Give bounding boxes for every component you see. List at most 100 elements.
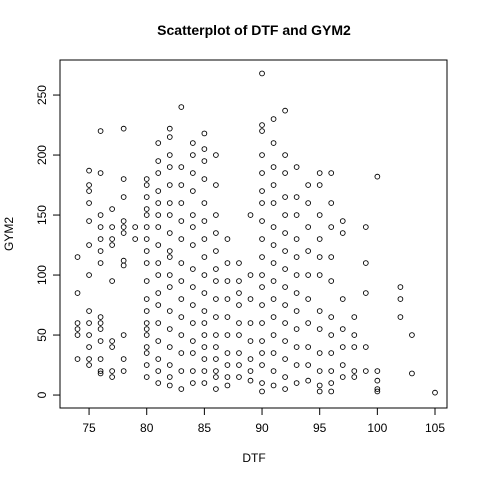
point: [166, 230, 173, 236]
point: [247, 212, 254, 218]
point: [236, 362, 242, 368]
point: [97, 314, 104, 320]
point: [166, 254, 173, 260]
point: [201, 272, 208, 278]
point: [328, 380, 335, 386]
point: [270, 260, 277, 266]
point: [224, 260, 231, 266]
point: [143, 206, 150, 212]
point: [328, 350, 335, 356]
point: [86, 332, 92, 338]
point: [213, 368, 219, 374]
point: [97, 370, 104, 377]
point: [166, 362, 173, 368]
point: [270, 242, 277, 248]
point: [293, 290, 300, 296]
point: [143, 308, 150, 314]
point: [259, 388, 265, 395]
point: [351, 332, 358, 338]
point: [97, 224, 104, 230]
y-tick-label: 100: [35, 265, 49, 285]
point: [236, 290, 242, 296]
point: [270, 164, 277, 170]
point: [293, 326, 300, 332]
point: [293, 194, 300, 200]
point: [213, 248, 219, 254]
point: [178, 368, 185, 374]
point: [132, 224, 139, 230]
point: [97, 260, 104, 266]
point: [339, 218, 346, 224]
point: [166, 212, 173, 218]
point: [155, 272, 162, 278]
point: [166, 248, 173, 254]
point: [305, 182, 312, 188]
point: [166, 382, 173, 389]
point: [97, 356, 104, 362]
point: [282, 194, 288, 200]
point: [409, 332, 415, 338]
point: [293, 254, 300, 260]
point: [282, 386, 288, 392]
point: [201, 236, 208, 242]
point: [351, 344, 358, 350]
point: [316, 382, 323, 389]
point: [97, 128, 104, 134]
point: [166, 134, 173, 140]
point: [86, 320, 92, 326]
point: [247, 356, 254, 362]
point: [143, 278, 150, 284]
point: [236, 320, 242, 326]
point: [236, 350, 242, 356]
point: [201, 176, 208, 182]
point: [374, 173, 381, 180]
point: [178, 164, 185, 170]
point: [224, 350, 231, 356]
point: [155, 224, 162, 230]
point: [259, 272, 265, 278]
point: [155, 338, 162, 344]
point: [305, 320, 312, 326]
point: [339, 296, 346, 302]
point: [86, 362, 92, 368]
point: [120, 332, 127, 338]
point: [178, 332, 185, 338]
point: [109, 236, 115, 242]
point: [86, 188, 92, 194]
point: [397, 314, 404, 320]
point: [247, 296, 254, 302]
point: [213, 182, 219, 188]
point: [143, 176, 150, 182]
point: [178, 218, 185, 224]
point: [316, 308, 323, 314]
point: [109, 344, 115, 350]
point: [282, 170, 288, 176]
point: [166, 344, 173, 350]
point: [293, 236, 300, 242]
point: [178, 200, 185, 206]
point: [155, 302, 162, 308]
point: [120, 125, 127, 132]
point: [339, 362, 346, 368]
point: [328, 200, 335, 206]
point: [166, 272, 173, 278]
point: [86, 356, 92, 362]
point: [293, 344, 300, 350]
point: [178, 104, 185, 110]
point: [293, 362, 300, 368]
point: [189, 188, 196, 194]
point: [166, 374, 173, 380]
x-tick-label: 85: [198, 421, 212, 435]
point: [282, 320, 288, 326]
point: [120, 224, 127, 230]
point: [86, 167, 92, 174]
point: [155, 188, 162, 194]
point: [224, 278, 231, 284]
point: [109, 338, 115, 344]
point: [362, 290, 369, 296]
point: [155, 380, 162, 386]
point: [143, 224, 150, 230]
point: [305, 248, 312, 254]
point: [155, 158, 162, 164]
